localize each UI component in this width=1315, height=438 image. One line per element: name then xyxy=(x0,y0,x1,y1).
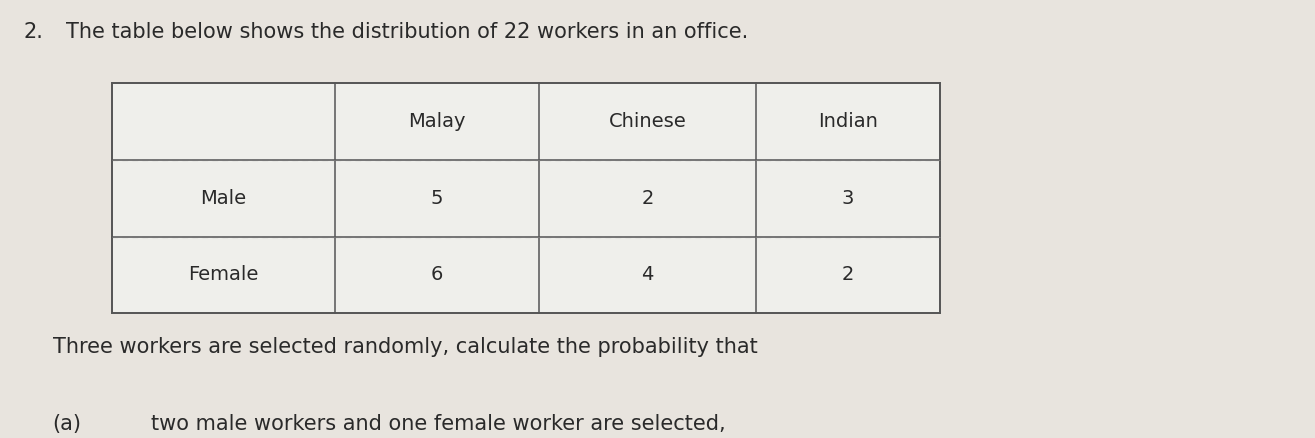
Text: Chinese: Chinese xyxy=(609,112,686,131)
Text: 5: 5 xyxy=(431,189,443,208)
Text: 2.: 2. xyxy=(24,22,43,42)
Text: Male: Male xyxy=(200,189,247,208)
Text: 4: 4 xyxy=(642,265,654,284)
Text: Indian: Indian xyxy=(818,112,878,131)
Text: two male workers and one female worker are selected,: two male workers and one female worker a… xyxy=(151,414,726,434)
Text: The table below shows the distribution of 22 workers in an office.: The table below shows the distribution o… xyxy=(66,22,748,42)
Text: (a): (a) xyxy=(53,414,82,434)
Text: 2: 2 xyxy=(642,189,654,208)
Text: Three workers are selected randomly, calculate the probability that: Three workers are selected randomly, cal… xyxy=(53,337,757,357)
Text: 6: 6 xyxy=(431,265,443,284)
Text: 3: 3 xyxy=(842,189,855,208)
Text: 2: 2 xyxy=(842,265,855,284)
Text: Female: Female xyxy=(188,265,259,284)
Text: Malay: Malay xyxy=(409,112,466,131)
